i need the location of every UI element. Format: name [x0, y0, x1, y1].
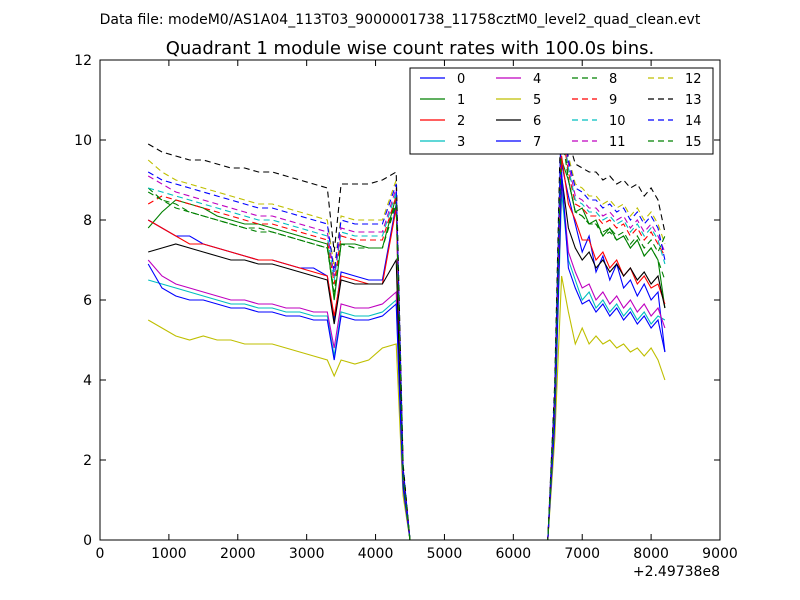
axis-ticks: 0 1000 2000 3000 4000 5000 6000 7000 8000 9000 0 2 4… — [74, 53, 738, 562]
legend-label-10: 10 — [609, 114, 626, 129]
series-line-15 — [147, 131, 666, 540]
legend-label-14: 14 — [685, 114, 702, 129]
legend-label-0: 0 — [457, 72, 465, 87]
legend-label-3: 3 — [457, 135, 465, 150]
series-line-3 — [148, 191, 666, 540]
series-line-12 — [147, 107, 666, 540]
x-tick-label: 3000 — [289, 546, 325, 562]
x-tick-label: 0 — [96, 546, 105, 562]
y-tick-label: 2 — [83, 453, 92, 469]
y-tick-label: 8 — [83, 213, 92, 229]
y-tick-label: 10 — [74, 133, 92, 149]
legend-label-13: 13 — [685, 93, 702, 108]
series-line-4 — [147, 179, 666, 540]
legend-label-2: 2 — [457, 114, 465, 129]
series-line-10 — [148, 119, 666, 540]
legend-label-12: 12 — [685, 72, 702, 87]
series-line-6 — [148, 175, 666, 540]
x-tick-label: 4000 — [358, 546, 394, 562]
figure-suptitle: Data file: modeM0/AS1A04_113T03_90000017… — [100, 12, 701, 28]
x-tick-label: 9000 — [702, 546, 738, 562]
y-tick-label: 4 — [83, 373, 92, 389]
legend-label-1: 1 — [457, 93, 465, 108]
x-tick-label: 6000 — [496, 546, 532, 562]
legend-label-11: 11 — [609, 135, 626, 150]
series-line-5 — [147, 275, 666, 540]
x-tick-label: 2000 — [220, 546, 256, 562]
y-tick-label: 0 — [83, 533, 92, 549]
series-line-13 — [147, 79, 666, 540]
y-tick-label: 6 — [83, 293, 92, 309]
x-tick-label: 1000 — [151, 546, 187, 562]
x-tick-label: 7000 — [564, 546, 600, 562]
legend-box — [409, 67, 714, 155]
legend-label-7: 7 — [533, 135, 541, 150]
x-tick-label: 8000 — [633, 546, 669, 562]
x-axis-offset-label: +2.49738e8 — [633, 564, 720, 580]
series-line-7 — [147, 171, 666, 540]
x-tick-label: 5000 — [427, 546, 463, 562]
legend-label-5: 5 — [533, 93, 541, 108]
series-line-1 — [147, 159, 666, 540]
series-line-14 — [147, 103, 666, 540]
chart-title: Quadrant 1 module wise count rates with … — [166, 38, 655, 59]
series-layer — [147, 79, 666, 540]
series-line-9 — [147, 127, 666, 540]
legend-label-4: 4 — [533, 72, 541, 87]
y-tick-label: 12 — [74, 53, 92, 69]
legend-label-6: 6 — [533, 114, 541, 129]
legend-label-9: 9 — [609, 93, 617, 108]
legend-label-15: 15 — [685, 135, 702, 150]
legend-label-8: 8 — [609, 72, 617, 87]
series-line-11 — [147, 115, 666, 540]
